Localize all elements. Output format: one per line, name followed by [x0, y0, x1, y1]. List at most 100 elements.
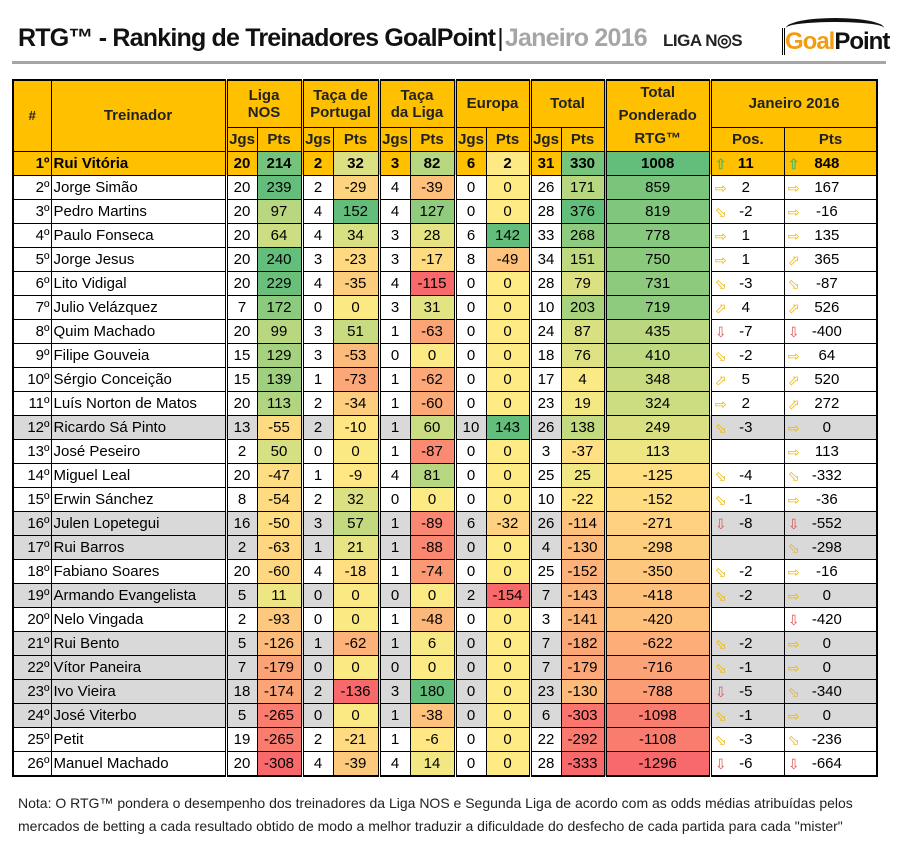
tot-points-cell: -130 [560, 534, 606, 560]
liga-points-cell: -55 [256, 414, 303, 440]
month-pts-value: 848 [814, 154, 840, 172]
tl-points-cell: -87 [409, 438, 456, 464]
month-pts-cell: ⬀ 526 [783, 294, 878, 320]
arrow-down-right-icon: ⬂ [714, 659, 727, 676]
month-pos-value: 1 [741, 250, 751, 268]
eu-points-cell: 143 [485, 414, 531, 440]
arrow-up-right-icon: ⬀ [787, 299, 800, 316]
liga-points-cell: -50 [256, 510, 303, 536]
table-row: 18º Fabiano Soares 20 -60 4 -18 1 -74 0 0 25 -152 -3… [12, 558, 878, 584]
month-pts-cell: ⬀ 272 [783, 390, 878, 416]
eu-games-cell: 6 [453, 510, 487, 536]
month-pos-cell: ⇨ 2 [708, 174, 785, 200]
tl-games-cell: 0 [377, 486, 411, 512]
rank-cell: 24º [12, 702, 52, 728]
subcol-pts: Pts [560, 126, 606, 152]
tp-games-cell: 2 [300, 726, 334, 752]
tp-games-cell: 0 [300, 654, 334, 680]
title-month: Janeiro 2016 [504, 24, 648, 52]
eu-games-cell: 0 [453, 318, 487, 344]
tot-points-cell: 25 [560, 462, 606, 488]
tp-points-cell: 57 [332, 510, 380, 536]
month-pos-cell: ⬂ -3 [708, 726, 785, 752]
month-pos-value: -2 [739, 634, 753, 652]
month-pos-value: -2 [739, 202, 753, 220]
tl-games-cell: 1 [377, 366, 411, 392]
tl-points-cell: 28 [409, 222, 456, 248]
rtg-cell: 324 [603, 390, 711, 416]
liga-games-cell: 2 [224, 606, 258, 632]
liga-points-cell: -174 [256, 678, 303, 704]
tl-points-cell: -17 [409, 246, 456, 272]
table-row: 8º Quim Machado 20 99 3 51 1 -63 0 0 24 87 435 ⇩ -7 ⇩ -4… [12, 318, 878, 344]
tot-games-cell: 7 [528, 630, 562, 656]
arrow-right-icon: ⇨ [787, 203, 800, 220]
month-pos-value: -2 [739, 586, 753, 604]
month-pts-cell: ⬂ -87 [783, 270, 878, 296]
liga-games-cell: 20 [224, 222, 258, 248]
goalpoint-logo: GoalPoint [782, 28, 890, 56]
tot-games-cell: 23 [528, 390, 562, 416]
arrow-down-right-icon: ⬂ [787, 539, 800, 556]
coach-name-cell: Ricardo Sá Pinto [50, 414, 227, 440]
arrow-down-icon: ⇩ [787, 323, 800, 340]
coach-name-cell: Jorge Jesus [50, 246, 227, 272]
tp-games-cell: 0 [300, 582, 334, 608]
liga-points-cell: 239 [256, 174, 303, 200]
tp-games-cell: 0 [300, 702, 334, 728]
tot-games-cell: 7 [528, 582, 562, 608]
arrow-down-icon: ⇩ [714, 755, 727, 772]
table-row: 1º Rui Vitória 20 214 2 32 3 82 6 2 31 330 1008 ⇧ 11 ⇧ 8… [12, 150, 878, 176]
liga-games-cell: 2 [224, 534, 258, 560]
month-pos-cell: ⇩ -8 [708, 510, 785, 536]
tl-points-cell: 0 [409, 486, 456, 512]
tp-points-cell: 0 [332, 438, 380, 464]
tp-points-cell: -18 [332, 558, 380, 584]
arrow-right-icon: ⇨ [714, 251, 727, 268]
month-pos-cell: ⇧ 11 [708, 150, 785, 176]
tl-games-cell: 1 [377, 510, 411, 536]
tp-games-cell: 3 [300, 318, 334, 344]
tl-points-cell: -74 [409, 558, 456, 584]
rank-cell: 25º [12, 726, 52, 752]
goalpoint-logo-swoosh [786, 18, 884, 38]
tl-points-cell: 0 [409, 582, 456, 608]
arrow-right-icon: ⇨ [787, 491, 800, 508]
liga-games-cell: 20 [224, 558, 258, 584]
tl-games-cell: 3 [377, 150, 411, 176]
rtg-cell: 719 [603, 294, 711, 320]
month-pos-cell: ⇨ 1 [708, 222, 785, 248]
page-title: RTG™ - Ranking de Treinadores GoalPoint|… [18, 24, 648, 53]
tl-points-cell: 0 [409, 654, 456, 680]
col-coach: Treinador [50, 79, 227, 152]
month-pos-value: -2 [739, 562, 753, 580]
eu-points-cell: 0 [485, 630, 531, 656]
rtg-cell: 435 [603, 318, 711, 344]
liga-games-cell: 2 [224, 438, 258, 464]
tl-games-cell: 1 [377, 702, 411, 728]
tot-points-cell: -22 [560, 486, 606, 512]
subcol-pts: Pts [409, 126, 456, 152]
eu-points-cell: 0 [485, 318, 531, 344]
rank-cell: 15º [12, 486, 52, 512]
ranking-table: # Treinador Liga NOS Taça de Portugal Ta… [12, 79, 879, 777]
arrow-right-icon: ⇨ [787, 659, 800, 676]
subcol-pts: Pts [332, 126, 380, 152]
tl-games-cell: 4 [377, 174, 411, 200]
rank-cell: 20º [12, 606, 52, 632]
eu-points-cell: 0 [485, 486, 531, 512]
tl-games-cell: 3 [377, 678, 411, 704]
tot-games-cell: 25 [528, 462, 562, 488]
tp-games-cell: 0 [300, 438, 334, 464]
tp-points-cell: -10 [332, 414, 380, 440]
liga-games-cell: 5 [224, 630, 258, 656]
arrow-down-icon: ⇩ [714, 683, 727, 700]
arrow-right-icon: ⇨ [787, 347, 800, 364]
arrow-up-right-icon: ⬀ [787, 395, 800, 412]
tl-games-cell: 1 [377, 534, 411, 560]
rank-cell: 9º [12, 342, 52, 368]
arrow-down-icon: ⇩ [714, 323, 727, 340]
table-row: 11º Luís Norton de Matos 20 113 2 -34 1 -60 0 0 23… [12, 390, 878, 416]
tl-games-cell: 0 [377, 582, 411, 608]
arrow-down-right-icon: ⬂ [714, 731, 727, 748]
